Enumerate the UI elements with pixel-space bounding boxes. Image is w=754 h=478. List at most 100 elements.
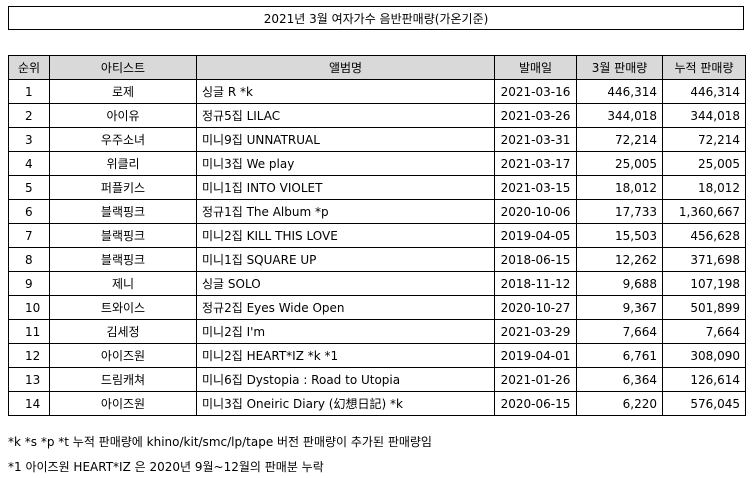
cell-album: 미니6집 Dystopia : Road to Utopia [196, 367, 495, 392]
cell-release-date: 2019-04-05 [494, 223, 577, 248]
cell-artist: 블랙핑크 [49, 247, 197, 272]
footnote-missing-sales: *1 아이즈원 HEART*IZ 은 2020년 9월~12월의 판매분 누락 [8, 460, 324, 474]
cell-march-sales: 6,220 [576, 391, 663, 416]
table-row: 13 드림캐쳐 미니6집 Dystopia : Road to Utopia 2021… [8, 367, 746, 392]
cell-album: 미니3집 We play [196, 151, 495, 176]
cell-artist: 블랙핑크 [49, 223, 197, 248]
cell-total-sales: 576,045 [662, 391, 746, 416]
cell-album: 정규2집 Eyes Wide Open [196, 295, 495, 320]
cell-album: 미니2집 HEART*IZ *k *1 [196, 343, 495, 368]
cell-rank: 1 [8, 79, 50, 104]
cell-album: 미니2집 KILL THIS LOVE [196, 223, 495, 248]
cell-march-sales: 25,005 [576, 151, 663, 176]
table-row: 10 트와이스 정규2집 Eyes Wide Open 2020-10-27 9,367… [8, 295, 746, 320]
cell-march-sales: 6,761 [576, 343, 663, 368]
cell-rank: 4 [8, 151, 50, 176]
header-rank: 순위 [8, 55, 50, 80]
cell-release-date: 2021-03-26 [494, 103, 577, 128]
cell-release-date: 2021-03-16 [494, 79, 577, 104]
cell-march-sales: 18,012 [576, 175, 663, 200]
cell-march-sales: 12,262 [576, 247, 663, 272]
cell-release-date: 2021-03-15 [494, 175, 577, 200]
cell-release-date: 2018-11-12 [494, 271, 577, 296]
cell-album: 싱글 R *k [196, 79, 495, 104]
cell-march-sales: 9,688 [576, 271, 663, 296]
cell-total-sales: 7,664 [662, 319, 746, 344]
header-total-sales: 누적 판매량 [662, 55, 746, 80]
cell-total-sales: 446,314 [662, 79, 746, 104]
cell-artist: 아이유 [49, 103, 197, 128]
cell-release-date: 2020-10-27 [494, 295, 577, 320]
cell-rank: 13 [8, 367, 50, 392]
cell-release-date: 2018-06-15 [494, 247, 577, 272]
table-row: 8 블랙핑크 미니1집 SQUARE UP 2018-06-15 12,262 371,6… [8, 247, 746, 272]
cell-artist: 퍼플키스 [49, 175, 197, 200]
cell-rank: 6 [8, 199, 50, 224]
cell-march-sales: 17,733 [576, 199, 663, 224]
table-row: 9 제니 싱글 SOLO 2018-11-12 9,688 107,198 [8, 271, 746, 296]
cell-rank: 10 [8, 295, 50, 320]
cell-release-date: 2020-10-06 [494, 199, 577, 224]
cell-march-sales: 7,664 [576, 319, 663, 344]
cell-release-date: 2020-06-15 [494, 391, 577, 416]
cell-album: 미니1집 SQUARE UP [196, 247, 495, 272]
cell-total-sales: 107,198 [662, 271, 746, 296]
cell-march-sales: 15,503 [576, 223, 663, 248]
cell-march-sales: 344,018 [576, 103, 663, 128]
cell-rank: 12 [8, 343, 50, 368]
header-artist: 아티스트 [49, 55, 197, 80]
table-row: 4 위클리 미니3집 We play 2021-03-17 25,005 25,005 [8, 151, 746, 176]
cell-artist: 드림캐쳐 [49, 367, 197, 392]
cell-rank: 2 [8, 103, 50, 128]
cell-rank: 9 [8, 271, 50, 296]
cell-march-sales: 6,364 [576, 367, 663, 392]
cell-album: 미니3집 Oneiric Diary (幻想日記) *k [196, 391, 495, 416]
cell-march-sales: 446,314 [576, 79, 663, 104]
table-row: 2 아이유 정규5집 LILAC 2021-03-26 344,018 344,018 [8, 103, 746, 128]
cell-total-sales: 18,012 [662, 175, 746, 200]
cell-album: 미니9집 UNNATRUAL [196, 127, 495, 152]
sales-table: 순위 아티스트 앨범명 발매일 3월 판매량 누적 판매량 1 로제 싱글 R *k… [8, 55, 746, 416]
cell-artist: 아이즈원 [49, 391, 197, 416]
cell-total-sales: 126,614 [662, 367, 746, 392]
cell-total-sales: 371,698 [662, 247, 746, 272]
cell-total-sales: 1,360,667 [662, 199, 746, 224]
cell-total-sales: 344,018 [662, 103, 746, 128]
table-row: 12 아이즈원 미니2집 HEART*IZ *k *1 2019-04-01 6,761… [8, 343, 746, 368]
header-row: 순위 아티스트 앨범명 발매일 3월 판매량 누적 판매량 [8, 55, 746, 80]
cell-album: 정규5집 LILAC [196, 103, 495, 128]
cell-rank: 11 [8, 319, 50, 344]
cell-release-date: 2021-03-29 [494, 319, 577, 344]
cell-rank: 7 [8, 223, 50, 248]
table-row: 6 블랙핑크 정규1집 The Album *p 2020-10-06 17,733 1,… [8, 199, 746, 224]
cell-release-date: 2021-03-17 [494, 151, 577, 176]
cell-rank: 5 [8, 175, 50, 200]
cell-artist: 김세정 [49, 319, 197, 344]
cell-total-sales: 456,628 [662, 223, 746, 248]
table-row: 14 아이즈원 미니3집 Oneiric Diary (幻想日記) *k 2020-0… [8, 391, 746, 416]
header-album: 앨범명 [196, 55, 495, 80]
table-row: 1 로제 싱글 R *k 2021-03-16 446,314 446,314 [8, 79, 746, 104]
table-row: 11 김세정 미니2집 I'm 2021-03-29 7,664 7,664 [8, 319, 746, 344]
cell-album: 미니2집 I'm [196, 319, 495, 344]
table-title: 2021년 3월 여자가수 음반판매량(가온기준) [8, 6, 744, 30]
cell-album: 미니1집 INTO VIOLET [196, 175, 495, 200]
cell-album: 싱글 SOLO [196, 271, 495, 296]
cell-total-sales: 25,005 [662, 151, 746, 176]
cell-artist: 제니 [49, 271, 197, 296]
cell-artist: 로제 [49, 79, 197, 104]
cell-march-sales: 72,214 [576, 127, 663, 152]
cell-rank: 3 [8, 127, 50, 152]
table-row: 7 블랙핑크 미니2집 KILL THIS LOVE 2019-04-05 15,503… [8, 223, 746, 248]
cell-release-date: 2021-01-26 [494, 367, 577, 392]
cell-rank: 14 [8, 391, 50, 416]
cell-artist: 블랙핑크 [49, 199, 197, 224]
cell-total-sales: 501,899 [662, 295, 746, 320]
cell-artist: 우주소녀 [49, 127, 197, 152]
cell-total-sales: 72,214 [662, 127, 746, 152]
header-release-date: 발매일 [494, 55, 577, 80]
cell-album: 정규1집 The Album *p [196, 199, 495, 224]
cell-march-sales: 9,367 [576, 295, 663, 320]
cell-artist: 트와이스 [49, 295, 197, 320]
cell-total-sales: 308,090 [662, 343, 746, 368]
